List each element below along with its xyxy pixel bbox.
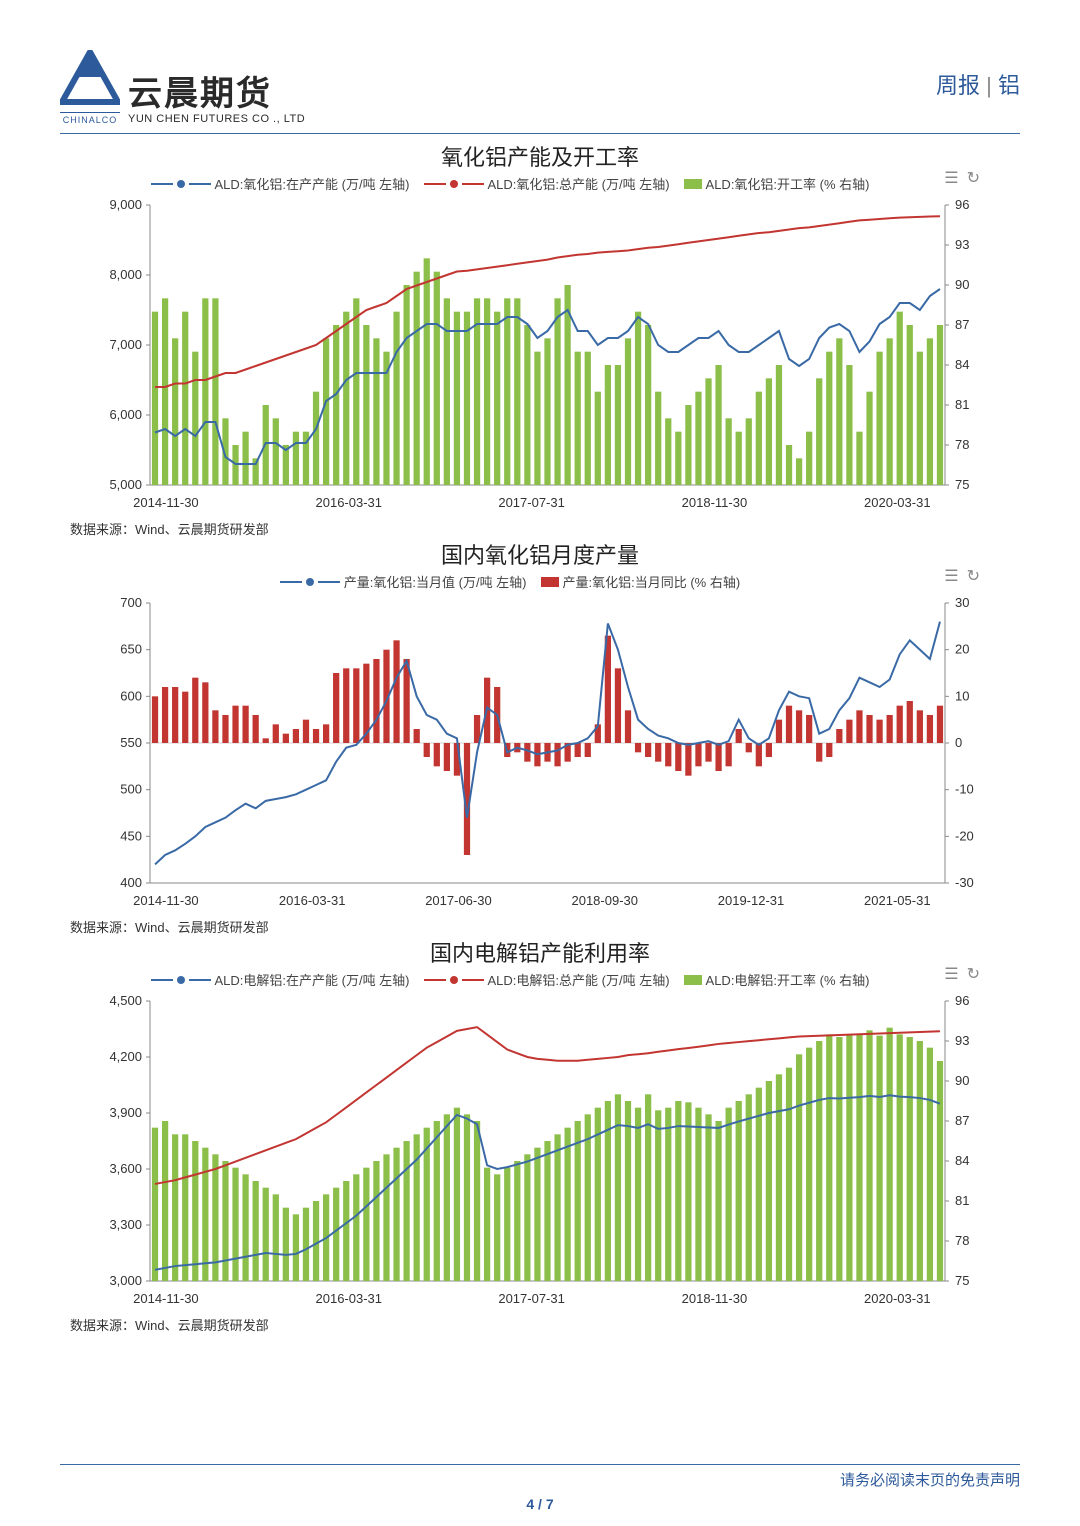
svg-text:500: 500 xyxy=(120,782,142,797)
chart-1: 氧化铝产能及开工率 ALD:氧化铝:在产产能 (万/吨 左轴) ALD:氧化铝:… xyxy=(60,140,1020,538)
chart-toolbar: ☰ ↻ xyxy=(944,168,980,188)
chart-3: 国内电解铝产能利用率 ALD:电解铝:在产产能 (万/吨 左轴) ALD:电解铝… xyxy=(60,936,1020,1334)
chart-1-legend: ALD:氧化铝:在产产能 (万/吨 左轴) ALD:氧化铝:总产能 (万/吨 左… xyxy=(60,172,1020,195)
chart-1-svg: 5,000 6,000 7,000 8,000 9,000 75 78 81 84 87 90 93 9… xyxy=(80,195,1000,515)
chart-2-svg: 400 450 500 550 600 650 700 -30 -20 -10 0 10 20 30 201… xyxy=(80,593,1000,913)
svg-text:90: 90 xyxy=(955,1073,969,1088)
chart-2-title: 国内氧化铝月度产量 xyxy=(60,538,1020,570)
svg-text:96: 96 xyxy=(955,197,969,212)
svg-text:2018-11-30: 2018-11-30 xyxy=(682,1291,748,1306)
svg-text:2017-06-30: 2017-06-30 xyxy=(425,893,492,908)
svg-text:3,600: 3,600 xyxy=(109,1161,142,1176)
svg-text:84: 84 xyxy=(955,357,969,372)
list-icon[interactable]: ☰ xyxy=(944,566,958,586)
svg-text:87: 87 xyxy=(955,1113,969,1128)
svg-text:75: 75 xyxy=(955,1273,969,1288)
svg-text:2017-07-31: 2017-07-31 xyxy=(498,495,565,510)
svg-text:96: 96 xyxy=(955,993,969,1008)
svg-text:20: 20 xyxy=(955,642,969,657)
svg-text:87: 87 xyxy=(955,317,969,332)
svg-text:550: 550 xyxy=(120,735,142,750)
svg-text:93: 93 xyxy=(955,1033,969,1048)
svg-text:-20: -20 xyxy=(955,828,974,843)
svg-text:2018-09-30: 2018-09-30 xyxy=(571,893,638,908)
logo-cn: 云晨期货 xyxy=(128,75,272,113)
svg-text:4,500: 4,500 xyxy=(109,993,142,1008)
page-footer: 请务必阅读末页的免责声明 xyxy=(60,1464,1020,1490)
logo-brand: CHINALCO xyxy=(60,112,120,125)
logo-triangle-icon xyxy=(60,50,120,105)
svg-text:2014-11-30: 2014-11-30 xyxy=(133,495,199,510)
svg-text:400: 400 xyxy=(120,875,142,890)
report-label: 周报 | 铝 xyxy=(936,50,1020,100)
svg-text:700: 700 xyxy=(120,595,142,610)
list-icon[interactable]: ☰ xyxy=(944,964,958,984)
chart-2-source: 数据来源：Wind、云晨期货研发部 xyxy=(70,917,1020,936)
svg-text:0: 0 xyxy=(955,735,962,750)
page-number: 4 / 7 xyxy=(0,1496,1080,1512)
svg-text:8,000: 8,000 xyxy=(109,267,142,282)
svg-text:3,300: 3,300 xyxy=(109,1217,142,1232)
svg-text:2016-03-31: 2016-03-31 xyxy=(316,495,383,510)
chart-2: 国内氧化铝月度产量 产量:氧化铝:当月值 (万/吨 左轴) 产量:氧化铝:当月同… xyxy=(60,538,1020,936)
svg-text:81: 81 xyxy=(955,397,969,412)
logo-en: YUN CHEN FUTURES CO ., LTD xyxy=(128,113,305,125)
svg-text:93: 93 xyxy=(955,237,969,252)
svg-text:2019-12-31: 2019-12-31 xyxy=(718,893,785,908)
disclaimer: 请务必阅读末页的免责声明 xyxy=(60,1469,1020,1490)
svg-text:450: 450 xyxy=(120,828,142,843)
chart-toolbar: ☰ ↻ xyxy=(944,964,980,984)
chart-1-source: 数据来源：Wind、云晨期货研发部 xyxy=(70,519,1020,538)
svg-text:2020-03-31: 2020-03-31 xyxy=(864,495,931,510)
logo-text: 云晨期货 YUN CHEN FUTURES CO ., LTD xyxy=(128,66,305,125)
chart-3-title: 国内电解铝产能利用率 xyxy=(60,936,1020,968)
svg-text:3,000: 3,000 xyxy=(109,1273,142,1288)
chart-toolbar: ☰ ↻ xyxy=(944,566,980,586)
svg-text:600: 600 xyxy=(120,688,142,703)
svg-text:78: 78 xyxy=(955,437,969,452)
chart-3-source: 数据来源：Wind、云晨期货研发部 xyxy=(70,1315,1020,1334)
charts-container: 氧化铝产能及开工率 ALD:氧化铝:在产产能 (万/吨 左轴) ALD:氧化铝:… xyxy=(60,140,1020,1334)
report-type: 周报 xyxy=(936,73,980,98)
chart-2-legend: 产量:氧化铝:当月值 (万/吨 左轴) 产量:氧化铝:当月同比 (% 右轴) xyxy=(60,570,1020,593)
report-topic: 铝 xyxy=(998,73,1020,98)
svg-text:7,000: 7,000 xyxy=(109,337,142,352)
svg-text:2014-11-30: 2014-11-30 xyxy=(133,1291,199,1306)
svg-text:84: 84 xyxy=(955,1153,969,1168)
svg-text:78: 78 xyxy=(955,1233,969,1248)
logo: CHINALCO 云晨期货 YUN CHEN FUTURES CO ., LTD xyxy=(60,50,305,125)
svg-text:650: 650 xyxy=(120,642,142,657)
svg-text:75: 75 xyxy=(955,477,969,492)
svg-text:4,200: 4,200 xyxy=(109,1049,142,1064)
svg-text:-30: -30 xyxy=(955,875,974,890)
chart-1-title: 氧化铝产能及开工率 xyxy=(60,140,1020,172)
svg-text:2017-07-31: 2017-07-31 xyxy=(498,1291,565,1306)
page-header: CHINALCO 云晨期货 YUN CHEN FUTURES CO ., LTD… xyxy=(60,50,1020,134)
svg-text:2020-03-31: 2020-03-31 xyxy=(864,1291,931,1306)
refresh-icon[interactable]: ↻ xyxy=(967,964,980,984)
svg-text:6,000: 6,000 xyxy=(109,407,142,422)
refresh-icon[interactable]: ↻ xyxy=(967,168,980,188)
svg-text:2018-11-30: 2018-11-30 xyxy=(682,495,748,510)
svg-text:2016-03-31: 2016-03-31 xyxy=(316,1291,383,1306)
svg-text:-10: -10 xyxy=(955,782,974,797)
svg-text:3,900: 3,900 xyxy=(109,1105,142,1120)
svg-text:5,000: 5,000 xyxy=(109,477,142,492)
svg-text:2014-11-30: 2014-11-30 xyxy=(133,893,199,908)
svg-text:2016-03-31: 2016-03-31 xyxy=(279,893,346,908)
chart-3-svg: 3,000 3,300 3,600 3,900 4,200 4,500 75 78 81 84 87… xyxy=(80,991,1000,1311)
svg-text:9,000: 9,000 xyxy=(109,197,142,212)
svg-text:90: 90 xyxy=(955,277,969,292)
list-icon[interactable]: ☰ xyxy=(944,168,958,188)
svg-text:81: 81 xyxy=(955,1193,969,1208)
svg-text:10: 10 xyxy=(955,688,969,703)
separator: | xyxy=(986,73,998,98)
svg-text:30: 30 xyxy=(955,595,969,610)
svg-text:2021-05-31: 2021-05-31 xyxy=(864,893,931,908)
chart-3-legend: ALD:电解铝:在产产能 (万/吨 左轴) ALD:电解铝:总产能 (万/吨 左… xyxy=(60,968,1020,991)
refresh-icon[interactable]: ↻ xyxy=(967,566,980,586)
